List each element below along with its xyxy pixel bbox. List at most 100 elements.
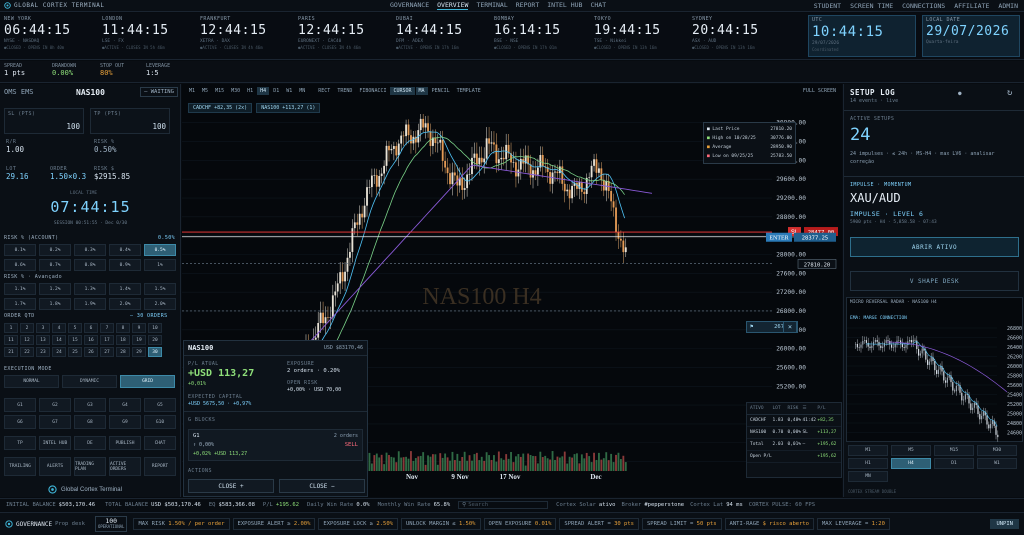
bottom-btn-4[interactable]: REPORT [144,457,176,476]
tool-trend[interactable]: TREND [337,88,353,94]
g-block-card[interactable]: G1 2 orders ↑ 0,00% SELL +0,02% +USD 113… [188,429,363,461]
act-btn-4[interactable]: CHAT [144,436,176,450]
order-num-6[interactable]: 7 [100,323,114,333]
nav-admin[interactable]: ADMIN [998,1,1018,10]
mini-tf-m1[interactable]: M1 [848,445,888,456]
position-chip[interactable]: NAS100 +113,27 (1) [256,103,321,113]
table-row[interactable]: Open P/L +195,62 [747,451,841,463]
order-num-29[interactable]: 30 [148,347,162,357]
tool-pencil[interactable]: PENCIL [431,88,450,94]
tf-h4[interactable]: H4 [257,87,270,95]
risk-adv-btn-9[interactable]: 2.0% [144,298,176,310]
order-num-0[interactable]: 1 [4,323,18,333]
exec-mode-1[interactable]: DYNAMIC [62,375,117,388]
risk-btn-3[interactable]: 0.4% [109,244,141,256]
refresh-icon[interactable]: ↻ [1007,88,1013,98]
g-btn-7[interactable]: G8 [74,415,106,429]
bottom-btn-3[interactable]: ACTIVE ORDERS [109,457,141,476]
search-box[interactable]: ⚲ Search [458,501,549,509]
g-btn-9[interactable]: G10 [144,415,176,429]
order-num-7[interactable]: 8 [116,323,130,333]
mini-tf-m5[interactable]: M5 [891,445,931,456]
g-btn-6[interactable]: G7 [39,415,71,429]
nav-governance[interactable]: GOVERNANCE [390,1,430,9]
bottom-btn-0[interactable]: TRAILING [4,457,36,476]
mini-tf-d1[interactable]: D1 [934,458,974,469]
tool-template[interactable]: TEMPLATE [456,88,481,94]
g-btn-8[interactable]: G9 [109,415,141,429]
nav-affiliate[interactable]: AFFILIATE [954,1,990,10]
mini-chart[interactable]: 26800 26600 26400 26200 26000 25800 25600 25400… [847,324,1024,442]
order-num-1[interactable]: 2 [20,323,34,333]
exec-mode-2[interactable]: GRID [120,375,175,388]
bottom-btn-2[interactable]: TRADING PLAN [74,457,106,476]
g-btn-0[interactable]: G1 [4,398,36,412]
nav-screen-time[interactable]: SCREEN TIME [850,1,894,10]
g-btn-4[interactable]: G5 [144,398,176,412]
order-num-11[interactable]: 12 [20,335,34,345]
risk-btn-4[interactable]: 0.5% [144,244,176,256]
close-plus-button[interactable]: CLOSE + [188,479,274,493]
risk-btn-8[interactable]: 0.9% [109,259,141,271]
mini-tf-h4[interactable]: H4 [891,458,931,469]
close-minus-button[interactable]: CLOSE − [279,479,365,493]
risk-btn-0[interactable]: 0.1% [4,244,36,256]
order-num-26[interactable]: 27 [100,347,114,357]
order-num-10[interactable]: 11 [4,335,18,345]
risk-btn-7[interactable]: 0.8% [74,259,106,271]
risk-adv-btn-7[interactable]: 1.9% [74,298,106,310]
order-num-9[interactable]: 10 [148,323,162,333]
order-num-8[interactable]: 9 [132,323,146,333]
unpin-button[interactable]: UNPIN [990,519,1019,529]
order-num-16[interactable]: 17 [100,335,114,345]
mini-tf-m15[interactable]: M15 [934,445,974,456]
risk-adv-btn-5[interactable]: 1.7% [4,298,36,310]
nav-report[interactable]: REPORT [515,1,540,9]
nav-intel-hub[interactable]: INTEL HUB [547,1,583,9]
g-btn-1[interactable]: G2 [39,398,71,412]
close-icon[interactable]: × [783,321,797,333]
exec-mode-0[interactable]: NORMAL [4,375,59,388]
risk-btn-2[interactable]: 0.3% [74,244,106,256]
order-num-13[interactable]: 14 [52,335,66,345]
order-num-15[interactable]: 16 [84,335,98,345]
order-num-19[interactable]: 20 [148,335,162,345]
open-asset-button[interactable]: ABRIR ATIVO [850,237,1019,257]
table-row[interactable]: Total 2.03 0,01% — +195,62 [747,439,841,451]
risk-btn-6[interactable]: 0.7% [39,259,71,271]
tf-h1[interactable]: H1 [247,88,254,94]
risk-btn-1[interactable]: 0.2% [39,244,71,256]
act-btn-2[interactable]: DE [74,436,106,450]
risk-adv-btn-6[interactable]: 1.8% [39,298,71,310]
order-num-27[interactable]: 28 [116,347,130,357]
tool-fibonacci[interactable]: FIBONACCI [359,88,387,94]
risk-adv-btn-3[interactable]: 1.4% [109,283,141,295]
v-shape-desk-button[interactable]: V SHAPE DESK [850,271,1019,291]
tab-oms[interactable]: OMS EMS [4,88,34,96]
table-row[interactable]: CADCHF 1.83 0,48% 41:42 +82,35 [747,415,841,427]
tf-m1[interactable]: M1 [189,88,196,94]
mini-tf-mn[interactable]: MN [848,471,888,482]
order-num-20[interactable]: 21 [4,347,18,357]
nav-chat[interactable]: CHAT [590,1,607,9]
order-num-22[interactable]: 23 [36,347,50,357]
mini-tf-h1[interactable]: H1 [848,458,888,469]
risk-adv-btn-2[interactable]: 1.3% [74,283,106,295]
tf-d1[interactable]: D1 [273,88,280,94]
nav-connections[interactable]: CONNECTIONS [902,1,946,10]
order-num-3[interactable]: 4 [52,323,66,333]
nav-student[interactable]: STUDENT [813,1,842,10]
table-row[interactable]: NAS100 0.70 0,00% SL +113,27 [747,427,841,439]
tp-field[interactable]: TP (PTS) 100 [90,108,170,134]
mini-tf-m30[interactable]: M30 [977,445,1017,456]
tf-m5[interactable]: M5 [202,88,209,94]
fullscreen-button[interactable]: FULL SCREEN [802,88,836,94]
tf-w1[interactable]: W1 [286,88,293,94]
order-num-18[interactable]: 19 [132,335,146,345]
order-num-25[interactable]: 26 [84,347,98,357]
order-num-5[interactable]: 6 [84,323,98,333]
nav-terminal[interactable]: TERMINAL [476,1,508,9]
act-btn-3[interactable]: PUBLISH [109,436,141,450]
g-btn-2[interactable]: G3 [74,398,106,412]
tool-ma[interactable]: MA [415,87,428,95]
